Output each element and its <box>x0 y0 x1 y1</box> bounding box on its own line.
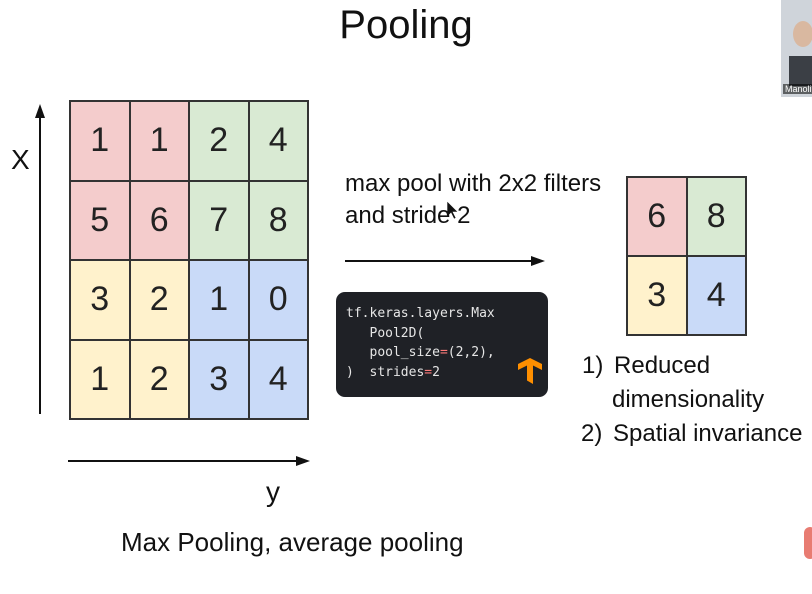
benefit-number: 2) <box>581 420 603 447</box>
participant-name: Manoli <box>783 84 812 94</box>
benefit-item-1: 1) Reduced <box>582 352 710 380</box>
y-axis-arrow <box>68 456 310 466</box>
code-snippet: tf.keras.layers.Max Pool2D( pool_size=(2… <box>336 292 548 397</box>
input-cell: 1 <box>70 101 130 181</box>
operation-description: max pool with 2x2 filters and stride 2 <box>345 170 601 230</box>
floating-action-button[interactable] <box>804 527 812 559</box>
input-cell: 2 <box>189 101 249 181</box>
footer-caption: Max Pooling, average pooling <box>121 527 464 557</box>
benefit-number: 1) <box>582 352 604 379</box>
participant-avatar <box>781 0 812 97</box>
input-grid: 1 1 2 4 5 6 7 8 3 2 1 0 1 2 3 4 <box>69 100 309 420</box>
input-cell: 7 <box>189 180 249 260</box>
output-cell: 3 <box>627 256 687 335</box>
input-cell: 2 <box>129 260 189 340</box>
output-grid: 6 8 3 4 <box>626 176 747 336</box>
benefit-text: Reduced <box>614 352 711 379</box>
input-cell: 1 <box>70 339 130 419</box>
input-cell: 6 <box>129 180 189 260</box>
output-cell: 6 <box>627 177 687 256</box>
input-cell: 4 <box>248 339 308 419</box>
tensorflow-logo-icon <box>518 358 542 384</box>
input-cell: 3 <box>189 339 249 419</box>
y-axis-label: y <box>266 476 280 507</box>
operation-line-2: and stride 2 <box>345 202 471 229</box>
input-cell: 4 <box>248 101 308 181</box>
code-line: pool_size=(2,2), <box>369 345 495 360</box>
input-cell: 1 <box>129 101 189 181</box>
input-cell: 1 <box>189 260 249 340</box>
operation-line-1: max pool with 2x2 filters <box>345 170 602 197</box>
benefit-text: Spatial invariance <box>613 420 803 447</box>
input-cell: 2 <box>129 339 189 419</box>
benefit-item-1-continued: dimensionality <box>612 386 765 413</box>
input-cell: 5 <box>70 180 130 260</box>
output-cell: 8 <box>686 177 746 256</box>
participant-video-thumbnail[interactable]: Manoli <box>781 0 812 97</box>
code-line: ) strides=2 <box>346 364 440 380</box>
benefit-item-2: 2) Spatial invariance <box>581 420 802 448</box>
code-line: tf.keras.layers.Max <box>346 306 495 321</box>
input-cell: 3 <box>70 260 130 340</box>
code-line: Pool2D( <box>369 325 425 341</box>
operation-arrow <box>345 256 545 266</box>
input-cell: 8 <box>248 180 308 260</box>
x-axis-arrow <box>35 104 45 414</box>
x-axis-label: X <box>11 144 30 175</box>
output-cell: 4 <box>686 256 746 335</box>
input-cell: 0 <box>248 260 308 340</box>
slide-title: Pooling <box>339 3 473 47</box>
cursor-icon <box>446 200 459 220</box>
